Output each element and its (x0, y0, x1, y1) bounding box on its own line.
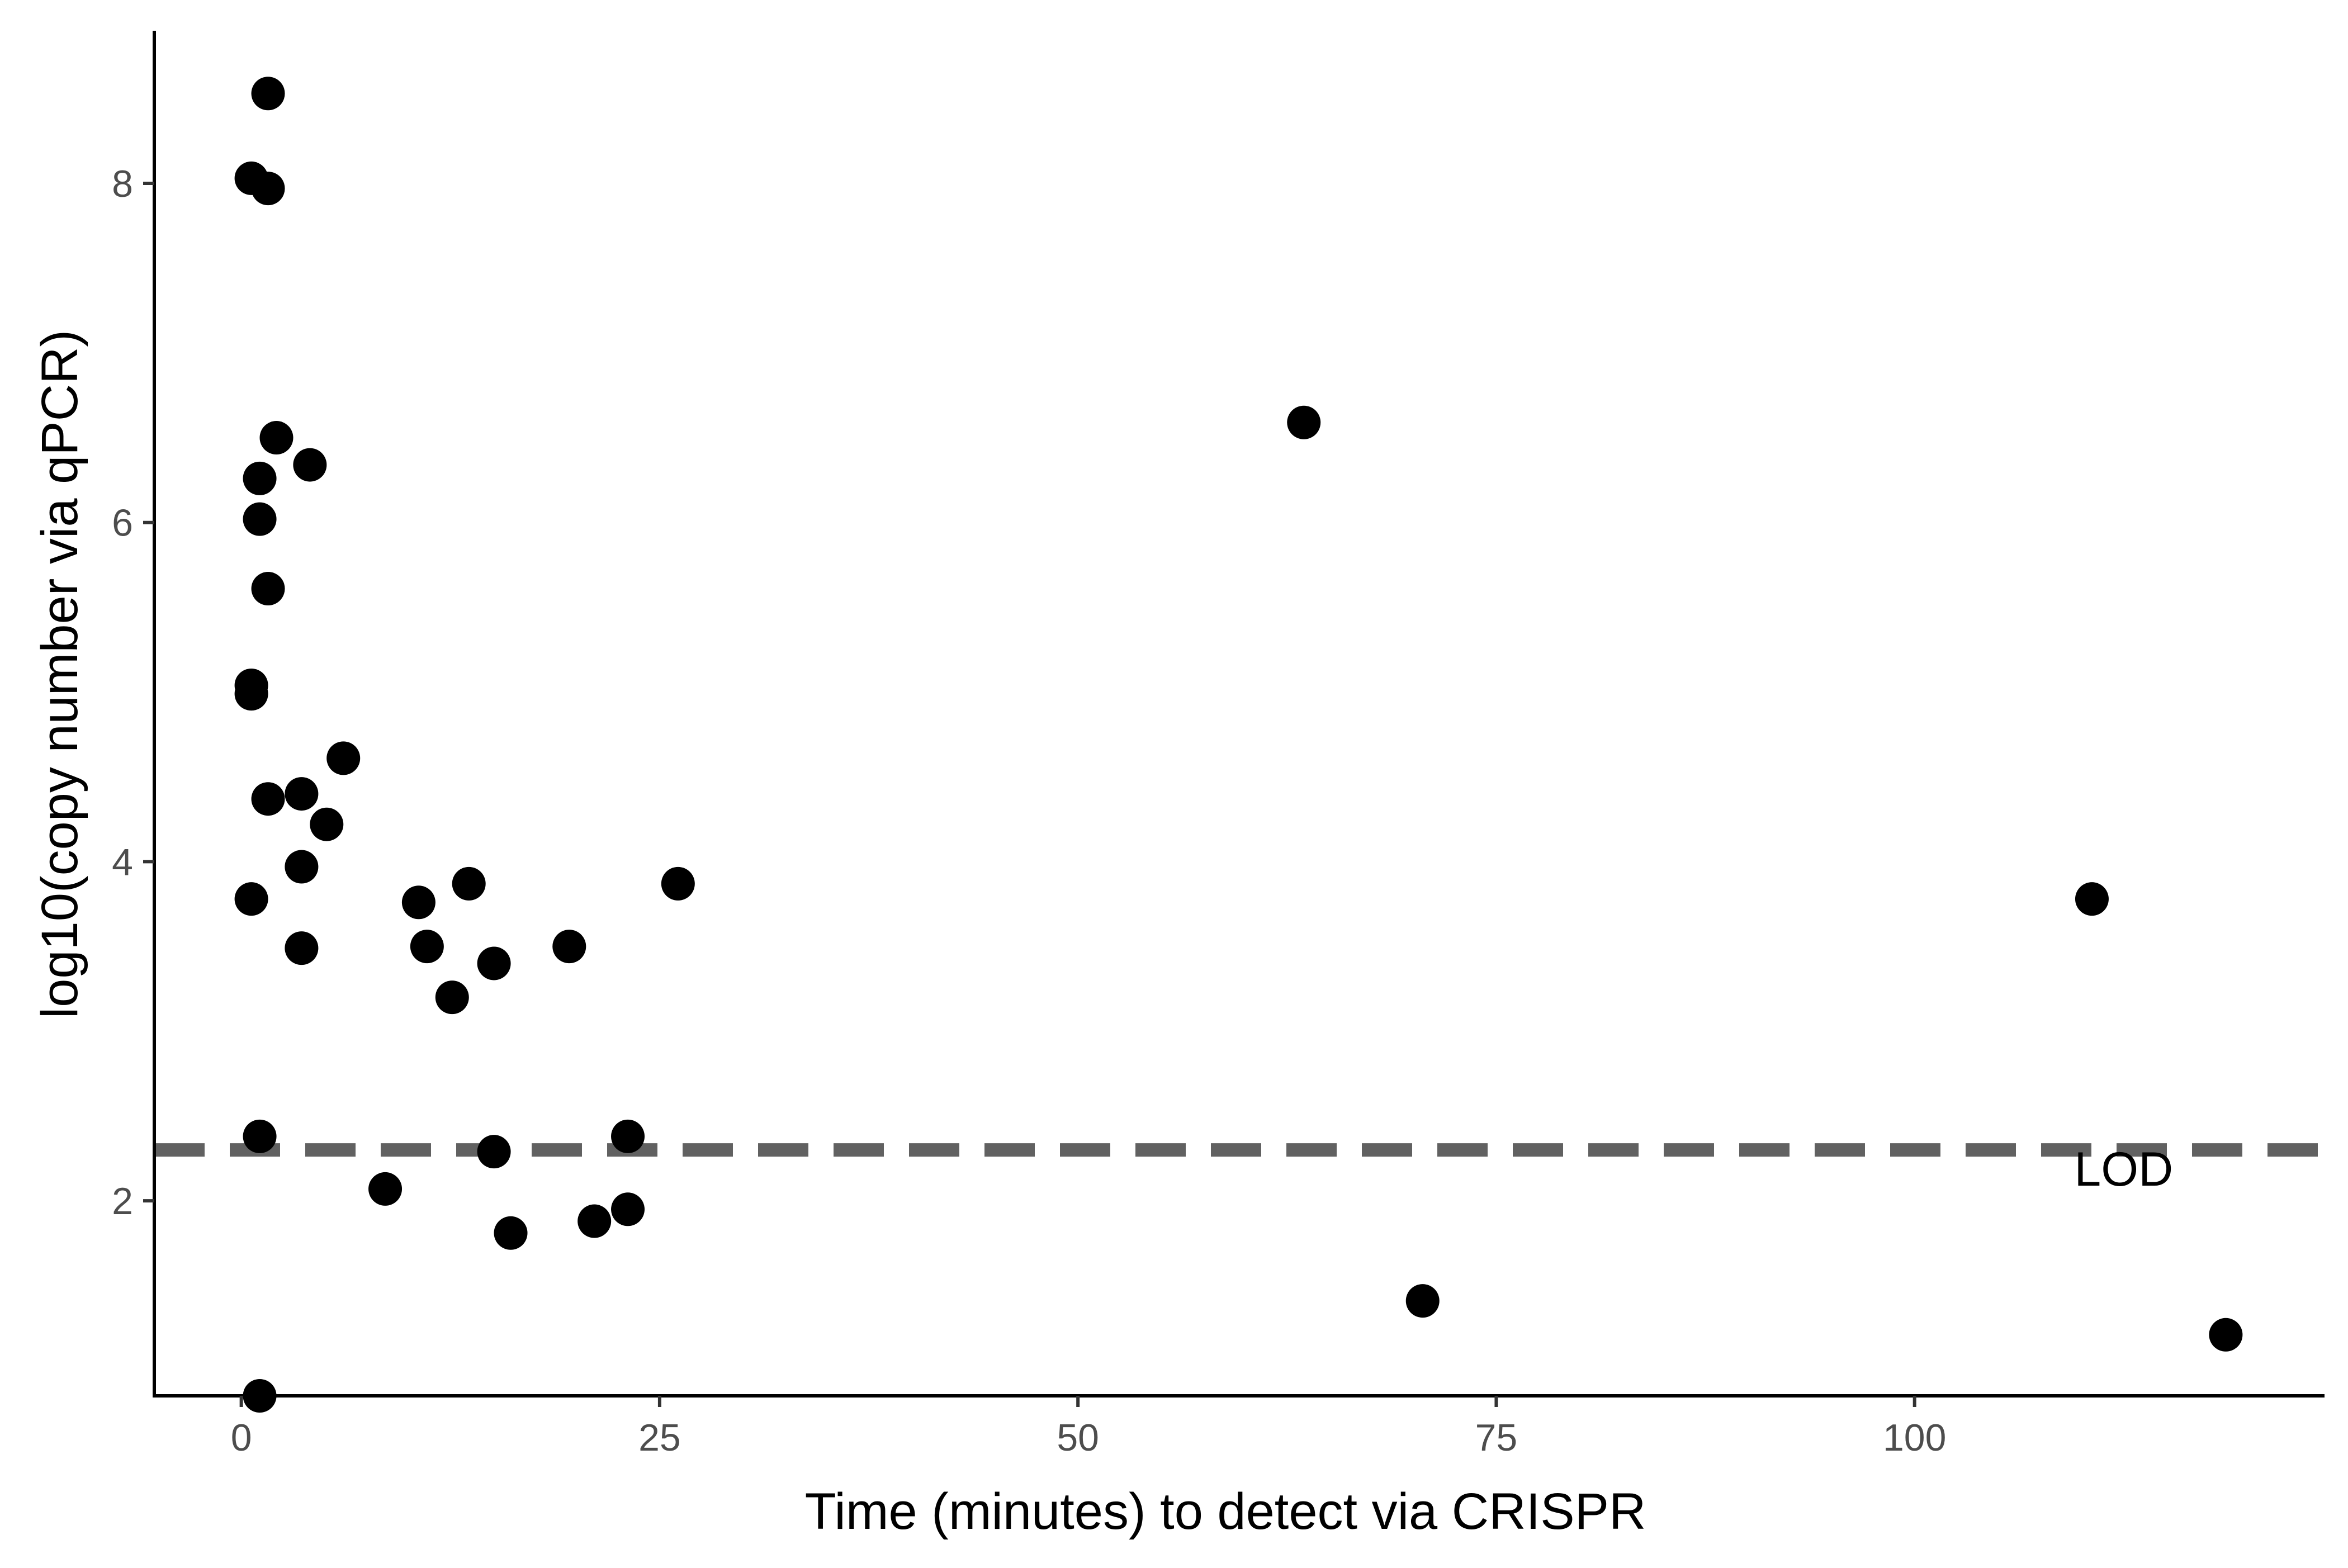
y-axis-title: log10(copy number via qPCR) (31, 330, 88, 1019)
y-tick-label: 2 (112, 1180, 133, 1223)
data-point (251, 77, 285, 111)
data-point (435, 980, 469, 1015)
data-point (1287, 405, 1321, 439)
y-tick-label: 4 (112, 841, 133, 883)
x-tick-label: 100 (1883, 1417, 1946, 1459)
data-point (326, 741, 361, 775)
data-point (243, 461, 277, 495)
data-point (611, 1119, 645, 1153)
data-point (251, 782, 285, 816)
data-point (251, 572, 285, 606)
data-point (1405, 1284, 1440, 1318)
data-point (243, 1119, 277, 1153)
data-point (661, 866, 695, 901)
x-tick-label: 25 (638, 1417, 681, 1459)
data-point (285, 850, 319, 884)
x-axis-title: Time (minutes) to detect via CRISPR (805, 1483, 1646, 1540)
data-point (2209, 1318, 2243, 1352)
data-point (293, 448, 327, 482)
axes-layer (143, 31, 2325, 1407)
data-point (243, 502, 277, 536)
data-point (234, 677, 268, 711)
points-layer (234, 77, 2243, 1413)
data-point (552, 930, 586, 964)
data-point (577, 1204, 612, 1238)
labels-layer: LOD 0 25 50 75 100 2 4 6 8 Time (minutes) to detec… (31, 163, 2173, 1540)
data-point (259, 421, 294, 455)
x-tick-label: 50 (1057, 1417, 1099, 1459)
data-point (251, 172, 285, 206)
data-point (2075, 882, 2109, 916)
x-tick-label: 0 (231, 1417, 252, 1459)
data-point (310, 807, 344, 841)
data-point (234, 882, 268, 916)
data-point (611, 1192, 645, 1226)
data-point (452, 866, 486, 901)
data-point (477, 946, 511, 980)
data-point (285, 931, 319, 965)
data-point (368, 1172, 403, 1206)
data-point (477, 1135, 511, 1169)
lod-label: LOD (2074, 1143, 2173, 1196)
data-point (401, 885, 435, 920)
data-point (285, 777, 319, 811)
x-tick-label: 75 (1475, 1417, 1518, 1459)
y-tick-label: 8 (112, 163, 133, 205)
data-point (410, 930, 444, 964)
y-tick-label: 6 (112, 502, 133, 544)
data-point (494, 1216, 528, 1250)
